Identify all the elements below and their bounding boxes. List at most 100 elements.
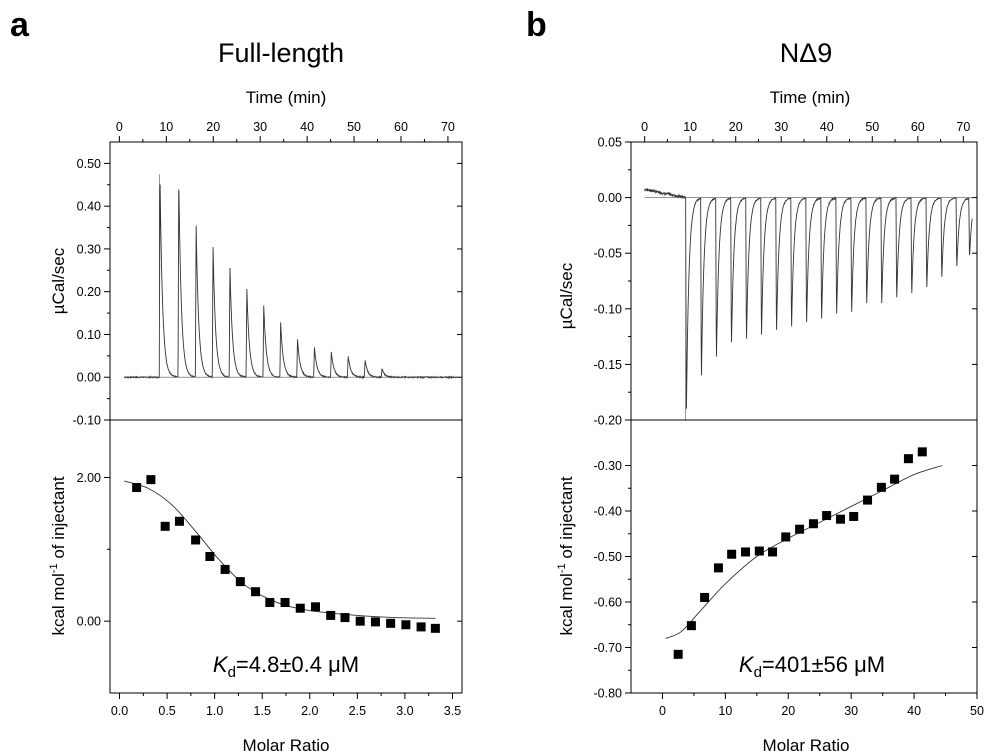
panel-b-isotherm-data-point (863, 495, 873, 505)
panel-a-isotherm-xtick-label: 0.0 (111, 704, 128, 718)
panel-a-isotherm-fit-curve (124, 480, 436, 619)
panel-a-isotherm-data-point (220, 564, 230, 574)
panel-b-isotherm-data-point (768, 547, 778, 557)
panel-b-isotherm-ylabel-rest: of injectant (557, 476, 576, 563)
panel-a-thermogram-xtick-label: 60 (394, 120, 408, 134)
panel-a-isotherm-data-point (416, 622, 426, 632)
panel-a-thermogram-xtick-label: 0 (116, 120, 123, 134)
panel-b-isotherm-ytick-label: -0.70 (594, 641, 623, 655)
panel-b-isotherm-ytick-label: -0.80 (594, 687, 623, 701)
panel-a-isotherm-data-point (401, 620, 411, 630)
panel-b-thermogram-xtick-label: 10 (683, 120, 697, 134)
panel-a-thermogram-trace (123, 184, 458, 380)
panel-b-isotherm-ylabel: kcal mol-1 of injectant (556, 476, 576, 635)
panel-b-isotherm-data-point (781, 532, 791, 542)
panel-b-isotherm-ylabel-main: kcal mol (557, 573, 576, 635)
panel-a-isotherm-data-point (191, 535, 201, 545)
panel-b-thermogram-xtick-label: 30 (774, 120, 788, 134)
panel-a-thermogram-ytick-label: -0.10 (73, 414, 102, 428)
panel-b-isotherm-data-point (727, 549, 737, 559)
panel-b-isotherm-data-point (822, 511, 832, 521)
panel-a-thermogram-ytick-label: 0.00 (77, 371, 101, 385)
panel-b-thermogram-ytick-label: -0.20 (594, 414, 623, 428)
panel-a-isotherm-ylabel-rest: of injectant (49, 476, 68, 563)
panel-a-thermogram-ytick-label: 0.50 (77, 157, 101, 171)
panel-b-isotherm-xtick-label: 10 (718, 704, 732, 718)
panel-a-isotherm-data-point (280, 597, 290, 607)
panel-a-time-axis-label: Time (min) (246, 88, 327, 107)
panel-b-isotherm-data-point (903, 454, 913, 464)
panel-b-isotherm-ytick-label: -0.40 (594, 505, 623, 519)
panel-b-thermogram-xtick-label: 70 (956, 120, 970, 134)
panel-b-thermogram-xtick-label: 20 (729, 120, 743, 134)
panel-a-thermogram-xtick-label: 20 (206, 120, 220, 134)
panel-b: b NΔ9 Time (min) µCal/sec 0 10 20 30 40 50 60 7… (526, 6, 984, 755)
panel-a-isotherm: kcal mol-1 of injectant 0.0 0.5 1.0 1.5 2.0 2… (48, 419, 463, 755)
panel-b-isotherm: kcal mol-1 of injectant 0 10 20 30 40 50 -0.30… (556, 419, 984, 755)
panel-a-thermogram-xtick-label: 70 (441, 120, 455, 134)
panel-a-kd-symbol: K (213, 652, 229, 677)
panel-b-thermogram-ticks: 0 10 20 30 40 50 60 70 0.05 0.00 -0.05 -0.10 -0.15 -0… (594, 120, 977, 428)
panel-b-thermogram-ytick-label: 0.00 (598, 191, 622, 205)
panel-a-isotherm-ticks: 0.0 0.5 1.0 1.5 2.0 2.5 3.0 3.5 2.00 0.00 (77, 471, 462, 718)
panel-b-isotherm-ytick-label: -0.50 (594, 550, 623, 564)
panel-a-isotherm-ylabel: kcal mol-1 of injectant (48, 476, 68, 635)
panel-b-thermogram-ylabel: µCal/sec (557, 262, 576, 329)
panel-a-thermogram-ytick-label: 0.20 (77, 285, 101, 299)
panel-b-thermogram-xtick-label: 40 (820, 120, 834, 134)
panel-a: a Full-length Time (min) µCal/sec 0 10 20 3… (10, 6, 463, 755)
panel-a-kd-annotation: Kd=4.8±0.4 μM (213, 652, 359, 681)
panel-b-isotherm-xtick-label: 40 (907, 704, 921, 718)
panel-a-thermogram-xtick-label: 40 (300, 120, 314, 134)
panel-b-isotherm-data-point (754, 546, 764, 556)
panel-a-kd-subscript: d (228, 664, 236, 681)
panel-b-isotherm-xtick-label: 50 (970, 704, 984, 718)
panel-b-thermogram-xtick-label: 60 (911, 120, 925, 134)
panel-a-molar-ratio-label: Molar Ratio (243, 736, 330, 755)
panel-b-thermogram-trace (644, 187, 973, 409)
panel-a-thermogram-xtick-label: 50 (347, 120, 361, 134)
panel-a-isotherm-xtick-label: 2.0 (301, 704, 318, 718)
panel-b-kd-annotation: Kd=401±56 μM (739, 652, 885, 681)
panel-a-thermogram-ytick-label: 0.30 (77, 242, 101, 256)
panel-a-isotherm-data-point (235, 577, 245, 587)
panel-b-kd-value: =401±56 μM (762, 652, 885, 677)
panel-b-isotherm-xtick-label: 30 (844, 704, 858, 718)
panel-b-isotherm-data-point (700, 592, 710, 602)
panel-b-kd-symbol: K (739, 652, 755, 677)
panel-b-isotherm-data-point (876, 482, 886, 492)
panel-a-isotherm-xtick-label: 0.5 (158, 704, 175, 718)
panel-b-thermogram: µCal/sec 0 10 20 30 40 50 60 70 0.05 0.00 -0.05 -0.… (557, 120, 978, 428)
panel-b-isotherm-data-point (835, 514, 845, 524)
panel-a-isotherm-data-point (251, 587, 261, 597)
panel-b-thermogram-ytick-label: 0.05 (598, 136, 622, 150)
panel-b-isotherm-data-point (740, 547, 750, 557)
panel-a-isotherm-points (132, 475, 440, 633)
panel-a-isotherm-data-point (205, 552, 215, 561)
panel-a-isotherm-data-point (310, 602, 320, 612)
panel-a-isotherm-ylabel-main: kcal mol (49, 573, 68, 635)
panel-b-isotherm-data-point (713, 563, 723, 573)
panel-b-thermogram-xtick-label: 0 (641, 120, 648, 134)
panel-b-thermogram-ytick-label: -0.15 (594, 358, 623, 372)
panel-a-isotherm-data-point (265, 597, 275, 607)
panel-a-isotherm-data-point (146, 475, 156, 485)
panel-a-thermogram-frame (109, 141, 463, 421)
panel-a-isotherm-xtick-label: 1.5 (254, 704, 271, 718)
panel-a-title: Full-length (218, 38, 344, 68)
panel-b-thermogram-frame (630, 141, 978, 421)
panel-a-thermogram-xtick-label: 30 (253, 120, 267, 134)
panel-b-title: NΔ9 (780, 38, 833, 68)
panel-b-thermogram-ytick-label: -0.05 (594, 247, 623, 261)
panel-b-isotherm-ticks: 0 10 20 30 40 50 -0.30 -0.40 -0.50 -0.60 -0.70 -0.8… (594, 459, 984, 718)
panel-b-isotherm-ytick-label: -0.60 (594, 596, 623, 610)
panel-a-thermogram-ylabel: µCal/sec (49, 247, 68, 314)
panel-a-isotherm-data-point (160, 521, 170, 531)
panel-a-isotherm-data-point (326, 610, 336, 620)
panel-b-isotherm-data-point (673, 649, 683, 659)
panel-a-isotherm-data-point (370, 617, 380, 627)
panel-b-kd-subscript: d (754, 664, 762, 681)
panel-a-isotherm-xtick-label: 3.0 (396, 704, 413, 718)
panel-b-isotherm-data-point (890, 474, 900, 484)
